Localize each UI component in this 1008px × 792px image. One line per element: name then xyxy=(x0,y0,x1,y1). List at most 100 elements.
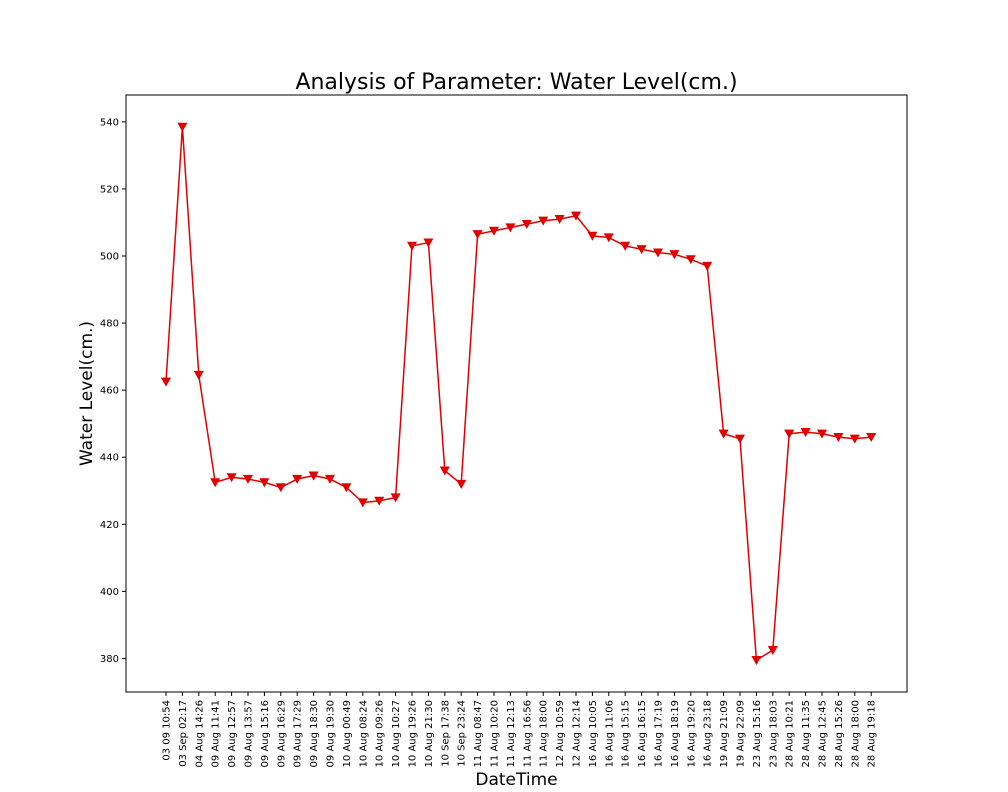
y-axis: 380 400 420 440 460 480 500 520 540 xyxy=(100,117,126,665)
x-tick-label: 28 Aug 12:45 xyxy=(818,700,829,767)
x-tick-label: 11 Aug 16:56 xyxy=(522,700,533,767)
x-tick-label: 10 Aug 21:30 xyxy=(424,700,435,767)
x-tick-label: 16 Aug 15:15 xyxy=(621,700,632,767)
x-tick-label: 12 Aug 12:14 xyxy=(572,700,583,767)
x-tick-label: 11 Aug 10:20 xyxy=(490,700,501,767)
y-tick-label: 440 xyxy=(100,453,119,464)
data-point-marker xyxy=(784,429,795,439)
data-point-marker xyxy=(210,478,221,488)
data-point-marker xyxy=(685,255,696,265)
y-tick-label: 420 xyxy=(100,520,119,531)
x-tick-label: 09 Aug 15:16 xyxy=(260,700,271,767)
x-tick-label: 28 Aug 11:35 xyxy=(801,700,812,767)
data-point-marker xyxy=(193,370,204,380)
data-point-marker xyxy=(308,471,319,481)
data-point-marker xyxy=(505,223,516,233)
data-point-marker xyxy=(242,474,254,484)
x-axis-title: DateTime xyxy=(475,770,557,790)
x-tick-label: 16 Aug 16:15 xyxy=(637,700,648,767)
x-tick-label: 10 Aug 10:27 xyxy=(391,700,402,767)
x-tick-label: 11 Aug 18:00 xyxy=(539,700,550,767)
x-tick-label: 28 Aug 19:18 xyxy=(867,700,878,767)
x-tick-label: 16 Aug 11:06 xyxy=(604,700,615,767)
y-axis-title: Water Level(cm.) xyxy=(77,321,97,466)
x-tick-label: 09 Aug 17:29 xyxy=(293,700,304,767)
x-tick-label: 09 Aug 18:30 xyxy=(309,700,320,767)
data-point-marker xyxy=(718,429,729,439)
data-point-marker xyxy=(866,432,877,442)
data-point-marker xyxy=(259,478,270,488)
data-point-marker xyxy=(423,238,434,248)
x-tick-label: 10 Aug 19:26 xyxy=(408,700,419,767)
data-point-marker xyxy=(652,248,664,258)
x-tick-label: 16 Aug 18:19 xyxy=(670,700,681,767)
data-point-marker xyxy=(177,122,188,132)
data-point-marker xyxy=(734,434,746,444)
x-tick-label: 12 Aug 10:59 xyxy=(555,700,566,767)
y-tick-label: 540 xyxy=(100,117,119,128)
data-point-marker xyxy=(275,483,286,493)
y-tick-label: 400 xyxy=(100,587,119,598)
y-tick-label: 460 xyxy=(100,386,119,397)
data-point-marker xyxy=(374,496,385,506)
y-tick-label: 480 xyxy=(100,319,119,330)
x-tick-label: 10 Aug 08:24 xyxy=(358,700,369,767)
data-point-marker xyxy=(521,220,532,230)
x-tick-label: 16 Aug 23:18 xyxy=(703,700,714,767)
x-tick-label: 09 Aug 12:57 xyxy=(227,700,238,767)
data-point-marker xyxy=(324,474,336,484)
data-point-marker xyxy=(570,211,582,221)
data-point-marker xyxy=(833,432,844,442)
x-tick-label: 16 Aug 17:19 xyxy=(654,700,665,767)
x-tick-label: 28 Aug 10:21 xyxy=(785,700,796,767)
data-point-marker xyxy=(603,233,614,243)
data-point-marker xyxy=(816,429,828,439)
x-tick-label: 03 Sep 02:17 xyxy=(178,700,189,767)
x-tick-label: 16 Aug 19:20 xyxy=(686,700,697,767)
data-point-marker xyxy=(390,493,401,503)
data-point-marker xyxy=(800,427,811,437)
data-point-marker xyxy=(160,377,172,387)
data-point-marker xyxy=(439,466,450,476)
x-tick-label: 09 Aug 11:41 xyxy=(211,700,222,767)
data-point-marker xyxy=(554,214,565,224)
x-tick-label: 09 Aug 13:57 xyxy=(244,700,255,767)
data-point-marker xyxy=(587,231,598,241)
x-tick-label: 16 Aug 10:05 xyxy=(588,700,599,767)
data-point-marker xyxy=(488,226,500,236)
data-point-marker xyxy=(226,473,237,483)
x-tick-label: 23 Aug 18:03 xyxy=(768,700,779,767)
y-tick-label: 520 xyxy=(100,184,119,195)
data-point-marker xyxy=(406,241,418,251)
data-point-marker xyxy=(849,434,860,444)
x-tick-label: 23 Aug 15:16 xyxy=(752,700,763,767)
x-tick-label: 09 Aug 16:29 xyxy=(276,700,287,767)
x-tick-label: 28 Aug 15:26 xyxy=(834,700,845,767)
data-point-marker xyxy=(702,261,713,271)
x-tick-label: 28 Aug 18:00 xyxy=(850,700,861,767)
data-point-marker xyxy=(538,216,549,226)
x-tick-label: 19 Aug 22:09 xyxy=(736,700,747,767)
x-tick-label: 19 Aug 21:09 xyxy=(719,700,730,767)
y-tick-label: 500 xyxy=(100,251,119,262)
x-tick-label: 10 Aug 00:49 xyxy=(342,700,353,767)
x-tick-label: 09 Aug 19:30 xyxy=(326,700,337,767)
data-point-marker xyxy=(751,656,762,666)
x-tick-label: 03 09 10:54 xyxy=(162,700,173,761)
x-tick-label: 10 Aug 09:26 xyxy=(375,700,386,767)
data-point-marker xyxy=(767,645,778,655)
x-tick-label: 10 Sep 23:24 xyxy=(457,700,468,767)
series-layer xyxy=(160,122,877,666)
x-tick-label: 11 Aug 12:13 xyxy=(506,700,517,767)
data-point-marker xyxy=(669,250,680,260)
x-tick-label: 10 Sep 17:38 xyxy=(440,700,451,767)
data-point-marker xyxy=(620,241,631,251)
data-point-marker xyxy=(292,474,303,484)
data-point-marker xyxy=(456,479,467,489)
data-point-marker xyxy=(636,245,647,255)
x-tick-label: 11 Aug 08:47 xyxy=(473,700,484,767)
data-point-marker xyxy=(341,483,352,493)
